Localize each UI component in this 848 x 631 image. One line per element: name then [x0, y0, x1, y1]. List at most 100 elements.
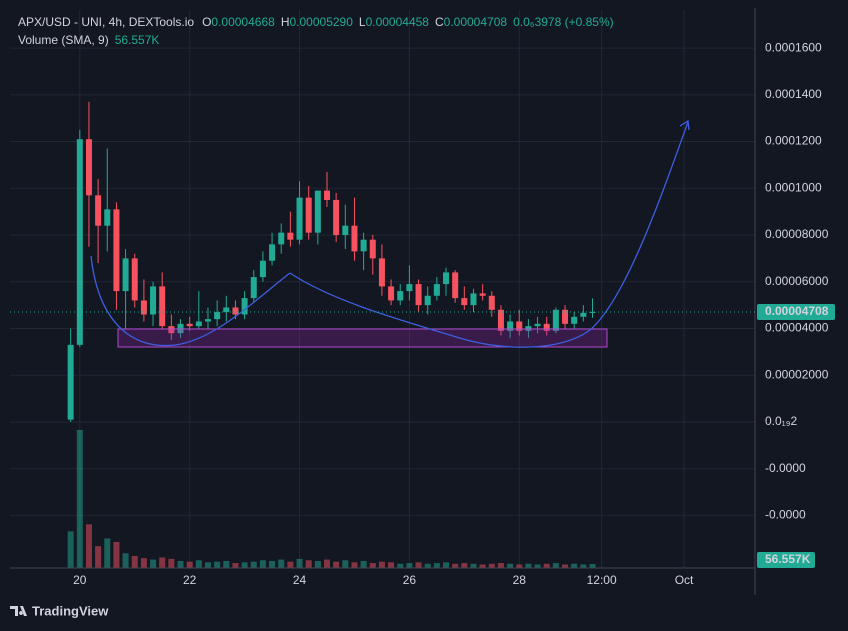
volume-bar	[433, 563, 440, 568]
header: APX/USD - UNI, 4h, DEXTools.io O0.0000466…	[18, 15, 614, 29]
candle-body	[296, 197, 303, 240]
candle-body	[177, 323, 184, 334]
candle-body	[168, 326, 175, 334]
candle-body	[534, 323, 541, 327]
volume-bar	[360, 560, 367, 568]
x-tick-label: 24	[293, 573, 307, 587]
change: 0.0₆3978 (+0.85%)	[513, 15, 614, 29]
last-price-box	[757, 303, 835, 320]
volume-bar	[424, 563, 431, 568]
last-price-label: 0.00004708	[765, 304, 829, 318]
ohlc-value: 0.00004668	[211, 15, 275, 29]
candle-body	[580, 312, 587, 317]
volume-bar	[250, 561, 257, 568]
candle-body	[104, 209, 111, 226]
volume-bar	[159, 557, 166, 568]
symbol-title: APX/USD - UNI, 4h, DEXTools.io	[18, 15, 194, 29]
candle-body	[479, 293, 486, 296]
volume-bar	[397, 563, 404, 568]
volume-bar	[571, 563, 578, 568]
candle-body	[76, 139, 83, 345]
candle-body	[552, 309, 559, 331]
volume-bar	[589, 564, 596, 568]
cup-left	[90, 255, 291, 347]
candle-body	[232, 307, 239, 315]
volume-bar	[470, 563, 477, 568]
volume-bar	[131, 556, 138, 568]
volume-bar	[388, 562, 395, 568]
candle-body	[543, 323, 550, 331]
x-tick-label: Oct	[675, 573, 694, 587]
volume-bar	[223, 560, 230, 568]
candle-body	[159, 286, 166, 327]
candle-body	[516, 321, 523, 331]
candle-body	[287, 232, 294, 240]
volume-bar	[241, 562, 248, 568]
y-tick-label: 0.0001600	[765, 40, 822, 54]
candle-body	[140, 300, 147, 315]
candle-body	[250, 277, 257, 299]
candle-body	[204, 319, 211, 322]
volume-bar	[305, 560, 312, 568]
volume-value: 56.557K	[115, 33, 160, 47]
candle-body	[314, 190, 321, 233]
volume-value-box	[757, 552, 815, 568]
volume-bar	[443, 562, 450, 568]
volume-bar	[516, 564, 523, 568]
x-tick-label: 22	[183, 573, 197, 587]
brand-logo: TradingView	[10, 603, 109, 618]
volume-bar	[314, 560, 321, 568]
candle-body	[195, 321, 202, 327]
volume-bar	[525, 563, 532, 568]
volume-bar	[461, 563, 468, 568]
candle-body	[113, 209, 120, 292]
volume-bar	[543, 563, 550, 568]
volume-bar	[104, 538, 111, 568]
brand-name: TradingView	[32, 603, 109, 618]
ohlc-key: C	[435, 15, 444, 29]
x-tick-label: 26	[403, 573, 417, 587]
volume-bar	[232, 563, 239, 568]
volume-bar	[122, 553, 129, 568]
candle-body	[378, 258, 385, 287]
volume-bar	[168, 558, 175, 568]
volume-bar	[195, 560, 202, 568]
volume-bar	[140, 558, 147, 568]
candle-body	[269, 244, 276, 261]
candle-body	[323, 190, 330, 200]
candle-body	[507, 321, 514, 331]
volume-bar	[150, 559, 157, 568]
volume-bar	[452, 563, 459, 568]
candle-body	[131, 258, 138, 301]
volume-bar	[296, 558, 303, 568]
volume-bar	[214, 561, 221, 568]
volume-bar	[488, 563, 495, 568]
candle-body	[497, 309, 504, 331]
ohlc-key: H	[281, 15, 290, 29]
candle-body	[214, 312, 221, 320]
volume-bar	[67, 531, 74, 568]
y-tick-label: 0.00006000	[765, 274, 829, 288]
volume-bar	[369, 563, 376, 568]
y-tick-label: 0.0₁₉2	[765, 414, 797, 428]
y-tick-label: 0.00002000	[765, 367, 829, 381]
volume-bar	[259, 560, 266, 568]
candle-body	[360, 239, 367, 252]
volume-bar	[562, 564, 569, 568]
volume-bar	[479, 564, 486, 568]
volume-header: Volume (SMA, 9) 56.557K	[18, 33, 159, 47]
candle-body	[452, 272, 459, 299]
volume-bar	[415, 562, 422, 568]
ohlc-value: 0.00004708	[444, 15, 508, 29]
volume-bar	[351, 562, 358, 568]
volume-title: Volume (SMA, 9)	[18, 33, 109, 47]
candle-body	[342, 225, 349, 236]
volume-bar	[534, 564, 541, 568]
volume-bar	[552, 563, 559, 568]
candle-body	[461, 298, 468, 306]
volume-bar	[204, 562, 211, 568]
candle-body	[571, 316, 578, 324]
support-zone	[117, 328, 608, 348]
candle-body	[562, 309, 569, 324]
